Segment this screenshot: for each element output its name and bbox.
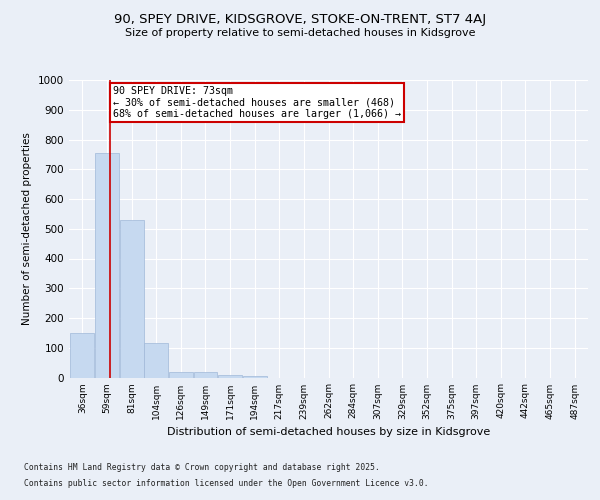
Text: 90 SPEY DRIVE: 73sqm
← 30% of semi-detached houses are smaller (468)
68% of semi: 90 SPEY DRIVE: 73sqm ← 30% of semi-detac…	[113, 86, 401, 119]
Bar	[243, 376, 266, 378]
Bar	[119, 220, 143, 378]
Text: 90, SPEY DRIVE, KIDSGROVE, STOKE-ON-TRENT, ST7 4AJ: 90, SPEY DRIVE, KIDSGROVE, STOKE-ON-TREN…	[114, 12, 486, 26]
Bar	[169, 372, 193, 378]
Bar	[70, 333, 94, 378]
Bar	[194, 372, 217, 378]
Text: Contains HM Land Registry data © Crown copyright and database right 2025.: Contains HM Land Registry data © Crown c…	[24, 464, 380, 472]
Text: Contains public sector information licensed under the Open Government Licence v3: Contains public sector information licen…	[24, 478, 428, 488]
Text: Size of property relative to semi-detached houses in Kidsgrove: Size of property relative to semi-detach…	[125, 28, 475, 38]
Bar	[95, 153, 119, 378]
Y-axis label: Number of semi-detached properties: Number of semi-detached properties	[22, 132, 32, 325]
X-axis label: Distribution of semi-detached houses by size in Kidsgrove: Distribution of semi-detached houses by …	[167, 427, 490, 437]
Bar	[144, 344, 168, 378]
Bar	[218, 374, 242, 378]
